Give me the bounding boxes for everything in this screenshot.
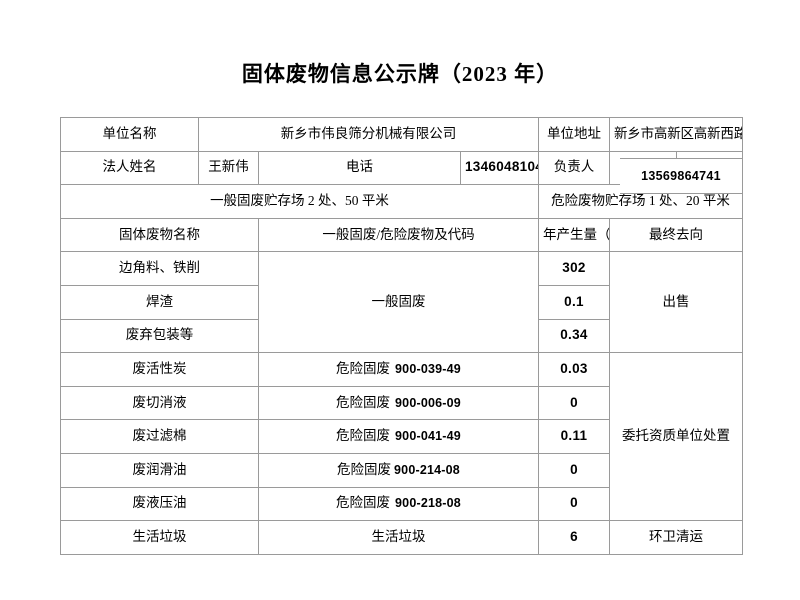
legal-person-value: 王新伟 — [198, 150, 259, 186]
header-category-code: 一般固废/危险废物及代码 — [258, 217, 539, 253]
table-row: 废活性炭 危险固废 900-039-49 0.03 委托资质单位处置 — [60, 352, 744, 522]
waste-amount: 302 — [538, 251, 610, 286]
category-text: 危险固废 — [336, 428, 391, 444]
waste-amount: 0 — [538, 385, 610, 421]
waste-destination: 出售 — [608, 251, 744, 354]
waste-name: 焊渣 — [60, 284, 259, 320]
waste-name: 边角料、铁削 — [60, 251, 259, 286]
category-text: 危险固废 — [336, 495, 391, 511]
category-code: 900-214-08 — [394, 462, 460, 477]
category-code: 900-039-49 — [395, 362, 461, 377]
waste-amount: 0.03 — [538, 352, 610, 387]
table-row-storage: 一般固废贮存场 2 处、50 平米 危险废物贮存场 1 处、20 平米 — [60, 184, 744, 219]
waste-name: 废活性炭 — [60, 352, 259, 387]
category-code: 900-041-49 — [395, 429, 461, 444]
address-label: 单位地址 — [538, 117, 610, 152]
legal-phone-value: 13460481045 — [460, 150, 539, 186]
table-row: 废过滤棉 危险固废 900-041-49 0.11 — [60, 419, 743, 454]
waste-destination: 环卫清运 — [608, 520, 744, 555]
address-value: 新乡市高新区高新西路与规划路东南角 — [608, 117, 744, 152]
waste-name: 废弃包装等 — [60, 318, 259, 354]
table-row: 废液压油 危险固废 900-218-08 0 — [60, 486, 743, 522]
category-code: 900-218-08 — [395, 496, 461, 511]
waste-category-code: 危险固废 900-039-49 — [258, 352, 539, 387]
legal-phone-label: 电话 — [346, 159, 373, 175]
table-row-company: 单位名称 新乡市伟良筛分机械有限公司 单位地址 新乡市高新区高新西路与规划路东南… — [60, 117, 744, 152]
table-row: 废润滑油 危险固废 900-214-08 0 — [60, 452, 743, 488]
table-row: 生活垃圾 生活垃圾 6 环卫清运 — [60, 520, 744, 555]
waste-amount: 0 — [538, 486, 610, 522]
table-row: 焊渣 0.1 — [60, 284, 743, 320]
manager-label: 负责人 — [538, 150, 610, 186]
category-text: 危险固废 — [336, 361, 391, 377]
waste-name: 废液压油 — [60, 486, 259, 522]
manager-phone-value: 13569864741 — [620, 158, 743, 194]
waste-amount: 0.11 — [538, 419, 610, 454]
waste-amount: 6 — [538, 520, 610, 555]
page-title: 固体废物信息公示牌（2023 年） — [241, 62, 559, 86]
waste-category-general: 一般固废 — [258, 251, 539, 354]
header-destination: 最终去向 — [608, 217, 744, 253]
waste-destination: 委托资质单位处置 — [608, 352, 744, 522]
waste-category: 生活垃圾 — [258, 520, 539, 555]
waste-name: 废润滑油 — [60, 452, 259, 488]
waste-amount: 0.34 — [538, 318, 610, 354]
header-annual-amount: 年产生量（吨） — [538, 217, 610, 253]
table-header-row: 固体废物名称 一般固废/危险废物及代码 年产生量（吨） 最终去向 — [60, 217, 744, 253]
waste-category-code: 危险固废 900-218-08 — [258, 486, 539, 522]
general-storage-value: 一般固废贮存场 2 处、50 平米 — [60, 184, 539, 219]
waste-name: 生活垃圾 — [60, 520, 259, 555]
waste-name: 废过滤棉 — [60, 419, 259, 454]
waste-name: 废切消液 — [60, 385, 259, 421]
waste-category-code: 危险固废 900-006-09 — [258, 385, 539, 421]
category-code: 900-006-09 — [395, 395, 461, 410]
legal-person-label: 法人姓名 — [60, 150, 199, 186]
waste-amount: 0 — [538, 452, 610, 488]
company-name-label: 单位名称 — [60, 117, 199, 152]
category-text: 危险固废 — [337, 461, 392, 477]
table-row: 边角料、铁削 一般固废 302 出售 — [60, 251, 744, 354]
legal-phone-cell: 电话 — [258, 150, 461, 186]
category-text: 危险固废 — [336, 394, 391, 410]
waste-amount: 0.1 — [538, 284, 610, 320]
company-name-value: 新乡市伟良筛分机械有限公司 — [198, 117, 539, 152]
header-waste-name: 固体废物名称 — [60, 217, 259, 253]
waste-category-code: 危险固废 900-214-08 — [258, 452, 539, 488]
waste-category-code: 危险固废 900-041-49 — [258, 419, 539, 454]
